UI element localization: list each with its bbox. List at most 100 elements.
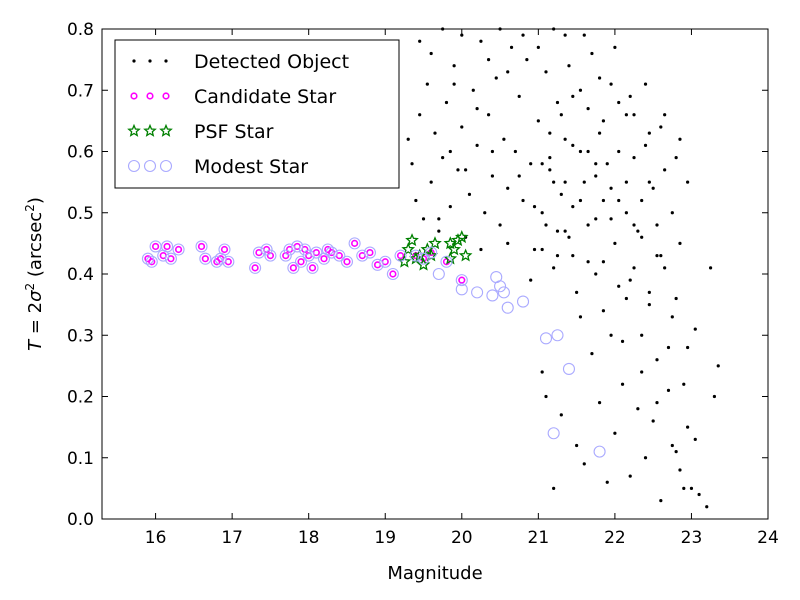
data-point	[582, 180, 586, 184]
data-point	[628, 94, 632, 98]
data-point	[447, 242, 461, 256]
data-point	[666, 388, 671, 392]
data-point	[563, 180, 567, 184]
data-point	[532, 247, 537, 252]
data-point	[647, 131, 651, 135]
data-point	[559, 192, 563, 196]
data-point	[418, 113, 422, 117]
data-point	[678, 468, 682, 472]
data-point	[555, 100, 560, 105]
data-point	[678, 137, 682, 141]
data-point	[443, 236, 458, 250]
data-point	[647, 180, 651, 184]
data-point	[674, 296, 678, 301]
data-point	[540, 211, 544, 215]
data-point	[705, 505, 709, 509]
legend-marker	[159, 159, 173, 173]
data-point	[689, 486, 694, 490]
y-tick-label: 0.7	[67, 81, 94, 101]
data-point	[605, 480, 609, 484]
data-point	[363, 246, 376, 259]
data-point	[458, 248, 473, 262]
data-point	[401, 242, 416, 256]
data-point	[674, 156, 678, 160]
data-point	[643, 143, 648, 147]
x-tick-label: 24	[757, 528, 779, 548]
data-point	[452, 64, 456, 68]
data-point	[405, 233, 419, 247]
data-point	[406, 137, 410, 141]
data-point	[594, 162, 598, 166]
data-point	[586, 107, 590, 111]
data-point	[458, 276, 466, 284]
data-point	[455, 274, 468, 287]
data-point	[302, 249, 315, 262]
data-point	[164, 252, 177, 265]
data-point	[651, 186, 655, 190]
data-point	[563, 229, 567, 233]
data-point	[521, 198, 525, 203]
data-point	[617, 100, 621, 105]
data-point	[389, 270, 397, 278]
data-point	[578, 88, 583, 92]
data-point	[479, 39, 483, 43]
data-point	[414, 198, 418, 203]
data-point	[540, 247, 544, 252]
data-point	[620, 339, 625, 343]
data-point	[397, 254, 412, 268]
data-point	[601, 119, 606, 123]
data-point	[659, 125, 663, 129]
data-point	[593, 445, 606, 458]
data-point	[509, 45, 514, 49]
x-tick-label: 20	[451, 528, 473, 548]
data-point	[555, 229, 560, 233]
data-point	[571, 254, 575, 258]
data-point	[663, 113, 667, 117]
data-point	[632, 223, 636, 227]
data-point	[609, 82, 613, 86]
data-point	[586, 223, 590, 227]
data-point	[517, 174, 521, 178]
data-point	[501, 301, 514, 314]
legend-marker	[162, 92, 170, 100]
data-point	[260, 243, 273, 256]
data-point	[663, 168, 667, 172]
data-point	[624, 113, 628, 117]
data-point	[161, 240, 174, 253]
data-point	[540, 162, 544, 166]
data-point	[497, 286, 510, 299]
data-point	[670, 211, 674, 215]
data-point	[448, 149, 452, 154]
data-point	[552, 486, 556, 490]
data-point	[571, 205, 575, 209]
data-point	[222, 255, 235, 268]
data-point	[563, 33, 567, 37]
legend-item: Detected Object	[132, 51, 349, 73]
data-point	[417, 252, 430, 265]
points-layer	[141, 27, 720, 509]
data-point	[252, 246, 265, 259]
data-point	[429, 51, 433, 56]
data-point	[628, 278, 632, 282]
data-point	[655, 254, 659, 258]
data-point	[632, 156, 636, 160]
data-point	[289, 264, 297, 272]
data-point	[432, 267, 445, 281]
data-point	[682, 382, 686, 386]
x-axis-title: Magnitude	[387, 563, 482, 584]
data-point	[640, 370, 644, 374]
data-point	[559, 413, 563, 417]
data-point	[578, 149, 583, 154]
data-point	[163, 242, 171, 251]
legend-marker	[148, 59, 152, 63]
data-point	[617, 149, 621, 154]
data-point	[494, 76, 498, 80]
legend-label: Modest Star	[194, 156, 308, 178]
series-3	[141, 237, 606, 458]
data-point	[594, 217, 598, 221]
legend-marker	[159, 123, 173, 137]
data-point	[506, 186, 510, 190]
y-axis-title: T = 2σ2 (arcsec2)	[23, 197, 46, 351]
x-tick-label: 22	[604, 528, 626, 548]
data-point	[306, 261, 319, 274]
